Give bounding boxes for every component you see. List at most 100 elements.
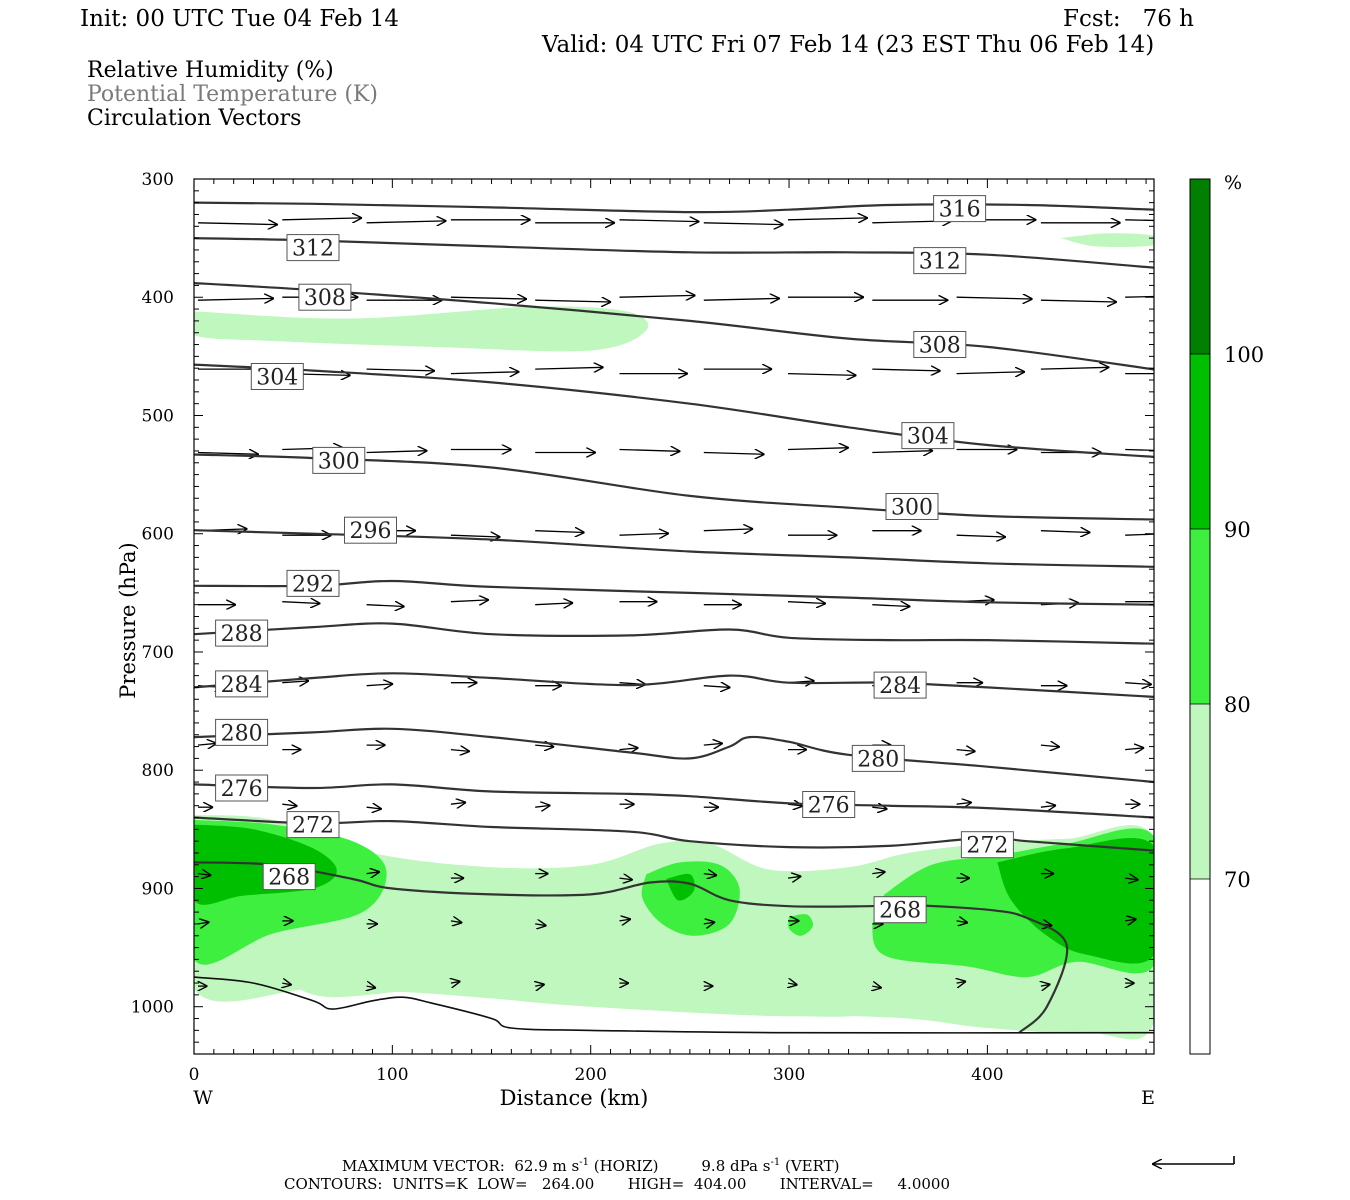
x-tick-label: 0 bbox=[189, 1065, 200, 1085]
contour-label-box bbox=[933, 195, 987, 223]
y-tick-label: 500 bbox=[142, 406, 174, 426]
vector-arrow bbox=[957, 981, 967, 983]
y-tick-label: 400 bbox=[142, 288, 174, 308]
vector-arrow bbox=[1125, 295, 1154, 298]
vector-arrow bbox=[535, 984, 545, 986]
vector-arrow bbox=[450, 297, 527, 299]
vector-arrow bbox=[450, 921, 462, 923]
vector-arrow bbox=[703, 922, 715, 924]
vector-arrow bbox=[787, 218, 868, 220]
contour-label-box bbox=[215, 718, 269, 746]
y-tick-label: 800 bbox=[142, 761, 174, 781]
x-tick-label: 100 bbox=[376, 1065, 408, 1085]
max-vector-note: MAXIMUM VECTOR: 62.9 m s-1 (HORIZ) 9.8 d… bbox=[342, 1157, 840, 1175]
contour-label-280: 280 bbox=[857, 747, 899, 772]
vector-arrow bbox=[703, 298, 780, 300]
vector-arrow bbox=[872, 369, 940, 371]
colorbar-label: 90 bbox=[1224, 518, 1251, 542]
contour-label-304: 304 bbox=[256, 366, 298, 391]
colorbar-segment bbox=[1190, 179, 1210, 354]
vector-arrow bbox=[282, 602, 320, 604]
vector-arrow bbox=[1040, 367, 1109, 369]
contour-label-272: 272 bbox=[292, 814, 334, 839]
vector-arrow bbox=[619, 220, 700, 222]
vector-arrow bbox=[1125, 533, 1154, 536]
vector-arrow bbox=[1040, 745, 1060, 747]
y-tick-label: 700 bbox=[142, 643, 174, 663]
colorbar-unit: % bbox=[1224, 172, 1242, 194]
vector-arrow bbox=[619, 748, 639, 750]
vector-arrow bbox=[1125, 878, 1138, 880]
vector-arrow bbox=[535, 805, 550, 807]
contour-label-box bbox=[344, 516, 397, 544]
contour-label-300: 300 bbox=[318, 449, 360, 474]
vector-arrow bbox=[872, 807, 887, 809]
vector-arrow bbox=[1125, 748, 1144, 750]
vector-arrow bbox=[1125, 919, 1136, 921]
contour-label-312: 312 bbox=[919, 250, 961, 275]
contour-label-box bbox=[885, 493, 939, 520]
vector-arrow bbox=[451, 981, 461, 983]
vector-arrow bbox=[366, 605, 405, 607]
vector-arrow bbox=[450, 750, 470, 752]
vector-arrow bbox=[788, 983, 798, 985]
y-tick-label: 300 bbox=[142, 170, 174, 190]
vector-arrow bbox=[872, 872, 885, 874]
y-axis-title: Pressure (hPa) bbox=[116, 542, 140, 698]
colorbar-label: 80 bbox=[1224, 693, 1251, 717]
colorbar: 70 80 90 100% bbox=[1189, 172, 1264, 1055]
contour-label-box bbox=[286, 811, 340, 839]
contour-label-308: 308 bbox=[304, 286, 346, 311]
vector-arrow bbox=[366, 369, 435, 371]
vector-arrow bbox=[619, 295, 696, 297]
contour-label-box bbox=[286, 569, 340, 597]
vector-arrow bbox=[872, 986, 882, 988]
contour-label-box bbox=[286, 234, 340, 262]
contours-note: CONTOURS: UNITS=K LOW= 264.00 HIGH= 404.… bbox=[284, 1175, 950, 1193]
theta-contour-316 bbox=[194, 201, 1154, 214]
contour-label-296: 296 bbox=[350, 519, 392, 544]
rh-region-70 bbox=[194, 306, 649, 352]
contour-label-280: 280 bbox=[221, 721, 263, 746]
contour-label-box bbox=[873, 671, 927, 699]
contour-label-box bbox=[913, 331, 967, 358]
vector-arrow bbox=[367, 986, 377, 988]
vector-arrow bbox=[1040, 300, 1117, 302]
contour-label-316: 316 bbox=[939, 198, 981, 223]
vector-arrow bbox=[197, 743, 217, 745]
vector-arrow bbox=[535, 745, 554, 747]
x-tick-label: 400 bbox=[971, 1065, 1003, 1085]
vector-arrow bbox=[956, 921, 968, 923]
rh-shading bbox=[194, 233, 1154, 1040]
theta-contour-296 bbox=[194, 529, 1154, 568]
contour-label-box bbox=[298, 283, 352, 311]
contour-label-284: 284 bbox=[221, 673, 263, 698]
x-tick-label: 300 bbox=[773, 1065, 805, 1085]
colorbar-border bbox=[1189, 178, 1211, 1055]
theta-contour-276 bbox=[194, 783, 1154, 819]
vector-arrow bbox=[1040, 531, 1090, 533]
rh-region-90 bbox=[997, 838, 1154, 964]
theta-contour-288 bbox=[194, 622, 1154, 645]
vector-arrow bbox=[535, 367, 603, 369]
legend-vectors: Circulation Vectors bbox=[87, 106, 302, 131]
vector-arrow bbox=[366, 807, 382, 809]
contour-label-288: 288 bbox=[221, 622, 263, 647]
contour-label-268: 268 bbox=[879, 899, 921, 924]
vector-arrow bbox=[366, 221, 447, 223]
contour-label-312: 312 bbox=[292, 237, 334, 262]
contour-label-box bbox=[312, 446, 366, 474]
rh-region-70 bbox=[1060, 233, 1154, 248]
plot-frame: 0 100 200 300 400 300 400 500 600 700 800 900 1000 W E… bbox=[116, 170, 1155, 1110]
contour-label-308: 308 bbox=[919, 334, 961, 359]
vector-arrow bbox=[703, 453, 765, 455]
contour-label-276: 276 bbox=[221, 777, 263, 802]
contour-label-284: 284 bbox=[879, 674, 921, 699]
vector-arrow bbox=[366, 451, 428, 453]
vector-arrow bbox=[197, 298, 274, 300]
colorbar-label: 70 bbox=[1224, 868, 1251, 892]
x-tick-label: 200 bbox=[574, 1065, 606, 1085]
vector-arrow bbox=[787, 374, 856, 376]
contour-label-292: 292 bbox=[292, 572, 334, 597]
